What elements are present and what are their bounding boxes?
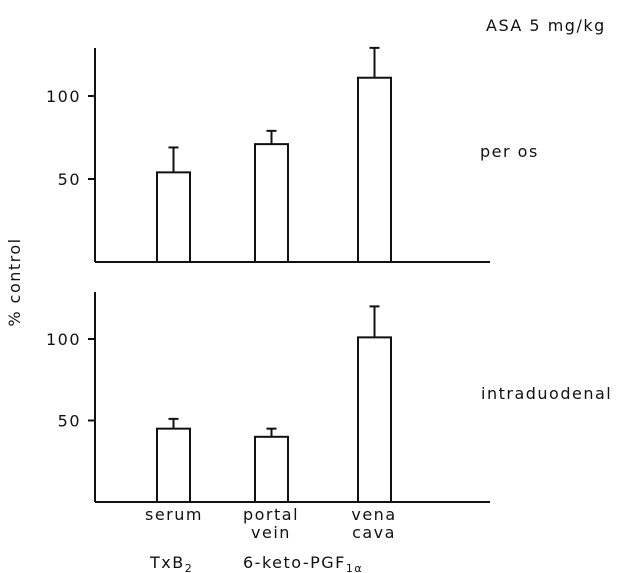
panel-per-os: 50 100 [46, 46, 490, 263]
pgf-label: 6-keto-PGF1α [243, 553, 363, 573]
pgf-base: 6-keto-PGF [243, 553, 346, 572]
y-tick-label: 50 [58, 170, 81, 189]
y-tick-label: 100 [46, 330, 81, 349]
bar [254, 435, 289, 503]
category-label-serum: serum [145, 505, 203, 524]
route-label-intraduodenal: intraduodenal [481, 384, 612, 403]
y-tick-label: 50 [58, 412, 81, 431]
category-label-cava: cava [352, 523, 396, 542]
txb2-sub: 2 [185, 562, 194, 573]
txb2-base: TxB [149, 553, 185, 572]
category-label-portal: portal [243, 505, 299, 524]
dose-label: ASA 5 mg/kg [486, 16, 606, 35]
pgf-sub: 1α [346, 562, 363, 573]
bar [156, 427, 191, 503]
category-label-vein: vein [251, 523, 291, 542]
bar [357, 76, 392, 263]
txb2-label: TxB2 [149, 553, 193, 573]
bar [357, 336, 392, 503]
bar [254, 143, 289, 263]
panel-intraduodenal: 50 100 [46, 292, 490, 503]
bar [156, 171, 191, 263]
y-tick-label: 100 [46, 87, 81, 106]
y-axis-label: % control [5, 237, 24, 326]
route-label-per-os: per os [480, 142, 539, 161]
category-label-vena: vena [351, 505, 396, 524]
